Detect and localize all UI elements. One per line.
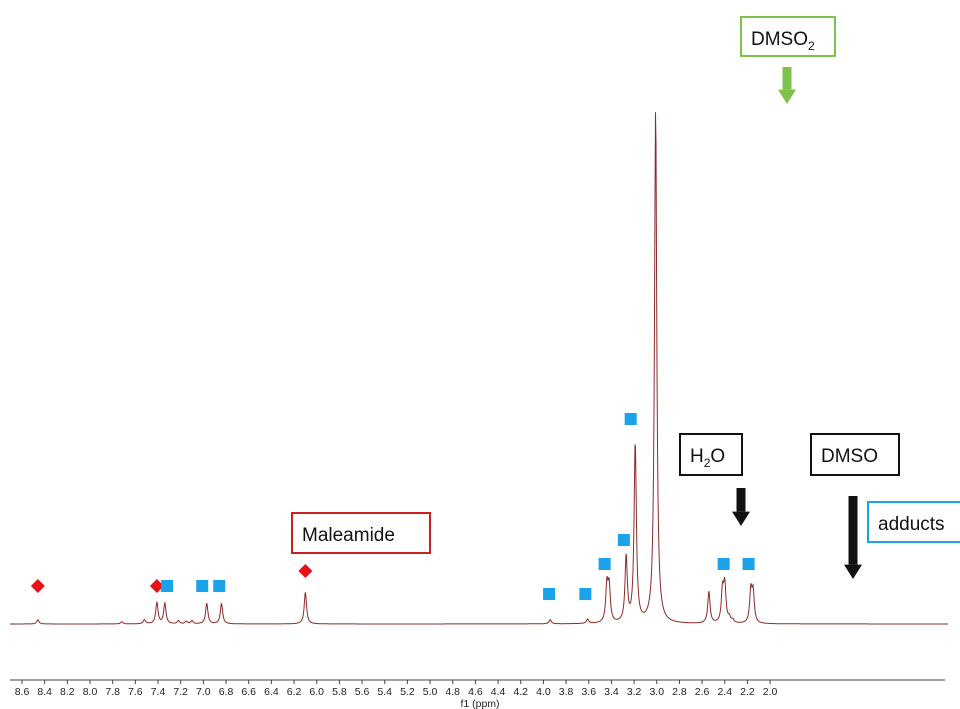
adducts-label-text: adducts [878,514,945,535]
x-tick-label: 3.4 [604,686,619,698]
dmso2-label-text: DMSO2 [751,29,815,53]
adduct-square-marker [161,580,174,592]
adduct-square-marker [598,558,611,570]
x-tick-label: 6.8 [219,686,234,698]
spectrum-line [10,112,948,625]
x-tick-label: 7.8 [105,686,120,698]
x-tick-label: 8.6 [15,686,30,698]
x-tick-label: 2.0 [763,686,778,698]
x-tick-label: 5.0 [423,686,438,698]
x-axis-label: f1 (ppm) [460,698,499,709]
x-tick-label: 4.4 [491,686,506,698]
maleamide-label: Maleamide [291,512,431,554]
adduct-square-marker [579,588,592,600]
dmso2-annotation: DMSO2 [740,16,836,104]
x-tick-label: 4.6 [468,686,483,698]
adduct-square-marker [624,413,637,425]
adduct-square-marker [213,580,226,592]
dmso-arrow [844,496,862,579]
x-tick-label: 5.4 [377,686,392,698]
x-tick-label: 2.2 [740,686,755,698]
h2o-arrow [732,488,750,526]
x-tick-label: 2.6 [695,686,710,698]
x-tick-label: 6.6 [241,686,256,698]
dmso2-arrow [778,67,796,104]
x-tick-label: 3.8 [559,686,574,698]
x-tick-label: 2.8 [672,686,687,698]
x-tick-label: 5.8 [332,686,347,698]
h2o-label-text: H2O [690,446,725,470]
x-axis-ticks: 8.6 8.4 8.2 8.0 7.8 7.6 7.4 7.2 7.0 6.8 6.6 6.4 6.2 6… [15,680,778,698]
x-tick-label: 4.0 [536,686,551,698]
maleamide-label-text: Maleamide [302,525,395,546]
h2o-annotation: H2O [679,433,750,526]
dmso-label-text: DMSO [821,446,878,467]
maleamide-diamond-marker [149,579,164,593]
adduct-square-marker [617,534,630,546]
x-tick-label: 7.0 [196,686,211,698]
x-tick-label: 3.6 [581,686,596,698]
x-tick-label: 7.6 [128,686,143,698]
x-tick-label: 5.6 [355,686,370,698]
adduct-square-marker [717,558,730,570]
adduct-square-marker [742,558,755,570]
x-tick-label: 2.4 [717,686,732,698]
x-tick-label: 6.2 [287,686,302,698]
adducts-label: adducts [867,501,960,543]
x-tick-label: 6.4 [264,686,279,698]
adduct-square-marker [543,588,556,600]
maleamide-diamond-marker [30,579,45,593]
dmso-annotation: DMSO [810,433,900,579]
x-tick-label: 8.2 [60,686,75,698]
peak-markers [30,413,755,600]
x-tick-label: 7.4 [151,686,166,698]
x-tick-label: 3.2 [627,686,642,698]
x-tick-label: 4.2 [513,686,528,698]
x-tick-label: 5.2 [400,686,415,698]
maleamide-diamond-marker [298,564,313,578]
adduct-square-marker [196,580,209,592]
x-tick-label: 3.0 [649,686,664,698]
x-tick-label: 4.8 [445,686,460,698]
x-tick-label: 6.0 [309,686,324,698]
x-tick-label: 8.4 [37,686,52,698]
x-tick-label: 8.0 [83,686,98,698]
x-tick-label: 7.2 [173,686,188,698]
